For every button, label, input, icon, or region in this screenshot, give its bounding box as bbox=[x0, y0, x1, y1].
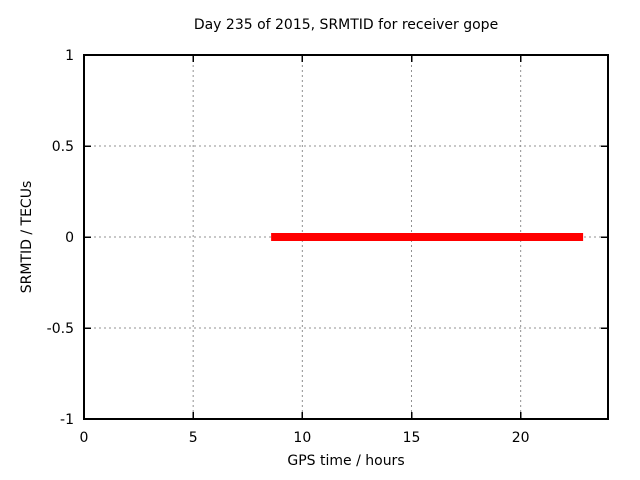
y-tick-label: 0 bbox=[65, 230, 74, 246]
y-tick-label: 1 bbox=[65, 48, 74, 64]
x-tick-label: 0 bbox=[80, 430, 89, 446]
y-axis-label: SRMTID / TECUs bbox=[19, 180, 35, 294]
x-tick-label: 10 bbox=[293, 430, 311, 446]
tick-labels: 0 5 10 15 20 -1 -0.5 0 0.5 1 bbox=[47, 48, 530, 446]
x-tick-label: 5 bbox=[189, 430, 198, 446]
x-tick-label: 20 bbox=[512, 430, 530, 446]
axes bbox=[83, 54, 609, 420]
x-tick-label: 15 bbox=[403, 430, 421, 446]
y-tick-label: -1 bbox=[60, 412, 74, 428]
x-axis-label: GPS time / hours bbox=[287, 453, 405, 469]
chart-title: Day 235 of 2015, SRMTID for receiver gop… bbox=[193, 17, 499, 33]
y-tick-label: 0.5 bbox=[52, 139, 74, 155]
y-tick-label: -0.5 bbox=[47, 321, 74, 337]
